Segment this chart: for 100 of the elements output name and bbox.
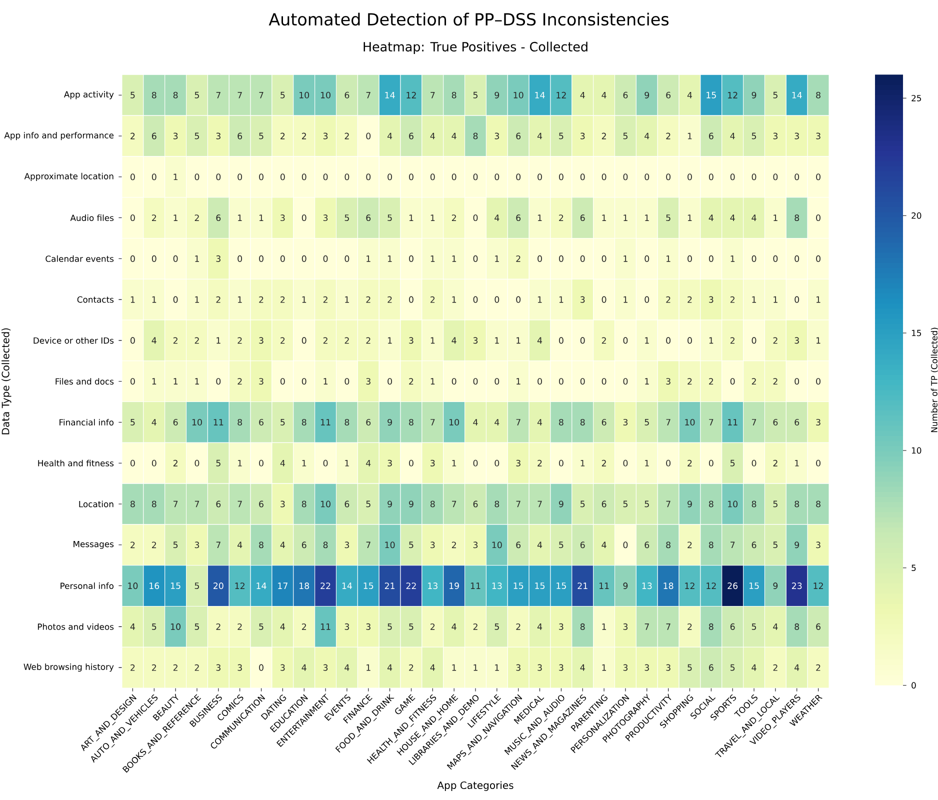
data-label: 12 — [728, 92, 738, 98]
data-label: 2 — [516, 255, 520, 262]
data-label: 3 — [623, 418, 628, 426]
y-tick-label: Audio files — [70, 214, 114, 222]
data-label: 8 — [816, 500, 820, 508]
data-label: 3 — [516, 460, 520, 466]
data-label: 3 — [323, 214, 328, 222]
data-label: 4 — [773, 624, 778, 630]
data-label: 0 — [388, 378, 392, 385]
data-label: 2 — [130, 132, 135, 140]
data-label: 3 — [216, 664, 220, 671]
data-label: 2 — [730, 337, 734, 344]
data-label: 3 — [816, 418, 820, 426]
data-label: 3 — [816, 542, 820, 548]
data-label: 1 — [452, 256, 456, 262]
data-label: 6 — [644, 542, 650, 548]
data-label: 0 — [259, 174, 264, 180]
data-label: 4 — [238, 542, 242, 548]
y-tick-label: Personal info — [60, 582, 114, 590]
data-label: 2 — [773, 664, 778, 671]
data-label: 13 — [428, 582, 438, 590]
data-label: 1 — [430, 378, 435, 384]
data-label: 4 — [452, 337, 456, 344]
data-label: 14 — [792, 92, 802, 98]
y-tick-label: App activity — [64, 91, 114, 100]
data-label: 1 — [195, 256, 199, 262]
data-label: 8 — [559, 418, 564, 426]
data-label: 6 — [602, 500, 606, 508]
data-label: 12 — [814, 582, 823, 589]
data-label: 7 — [259, 92, 264, 98]
data-label: 8 — [794, 500, 800, 508]
data-label: 0 — [708, 460, 714, 466]
data-label: 11 — [320, 624, 330, 630]
data-label: 5 — [194, 623, 199, 630]
data-label: 8 — [238, 418, 242, 426]
data-label: 4 — [794, 664, 800, 671]
data-label: 15 — [514, 582, 524, 590]
data-label: 1 — [538, 296, 542, 303]
data-label: 0 — [794, 255, 800, 262]
data-label: 1 — [495, 664, 499, 671]
data-label: 7 — [709, 419, 714, 426]
data-label: 0 — [366, 132, 371, 140]
data-label: 0 — [644, 296, 650, 303]
data-label: 4 — [130, 624, 135, 630]
data-label: 4 — [730, 214, 735, 221]
data-label: 8 — [344, 418, 350, 426]
data-label: 1 — [152, 296, 156, 303]
data-label: 8 — [580, 623, 585, 630]
data-label: 0 — [259, 255, 264, 262]
data-label: 6 — [302, 542, 306, 548]
data-label: 5 — [259, 623, 264, 630]
data-label: 2 — [773, 378, 778, 385]
data-label: 1 — [516, 378, 520, 384]
data-label: 0 — [730, 378, 735, 385]
data-label: 5 — [152, 623, 156, 630]
data-label: 5 — [194, 582, 199, 590]
data-label: 1 — [430, 256, 435, 262]
data-label: 2 — [344, 337, 349, 344]
data-label: 0 — [580, 378, 585, 385]
data-label: 0 — [323, 174, 328, 180]
data-label: 4 — [494, 419, 500, 426]
data-label: 0 — [708, 255, 714, 262]
data-label: 2 — [409, 664, 414, 671]
data-label: 0 — [773, 174, 778, 180]
data-label: 8 — [752, 500, 756, 508]
data-label: 0 — [302, 378, 306, 385]
data-label: 6 — [366, 418, 371, 426]
data-label: 2 — [688, 542, 692, 548]
data-label: 0 — [366, 174, 371, 180]
data-label: 3 — [623, 664, 628, 671]
data-label: 1 — [195, 378, 199, 384]
data-label: 2 — [344, 132, 349, 140]
data-label: 0 — [816, 174, 820, 180]
data-label: 15 — [170, 582, 180, 590]
data-label: 5 — [752, 132, 756, 140]
data-label: 2 — [666, 296, 670, 303]
data-label: 9 — [794, 542, 800, 548]
data-label: 1 — [559, 296, 564, 303]
data-label: 4 — [452, 624, 456, 630]
data-label: 1 — [602, 624, 606, 630]
data-label: 2 — [602, 460, 606, 466]
data-label: 18 — [300, 582, 310, 590]
data-label: 3 — [366, 378, 370, 385]
data-label: 0 — [344, 174, 350, 180]
data-label: 15 — [535, 582, 545, 590]
data-label: 5 — [773, 542, 778, 548]
data-label: 6 — [259, 418, 264, 426]
data-label: 2 — [688, 296, 692, 303]
data-label: 0 — [216, 378, 221, 385]
data-label: 1 — [774, 296, 778, 303]
data-label: 4 — [430, 664, 435, 671]
y-tick-label: Messages — [74, 540, 114, 549]
data-label: 8 — [794, 214, 800, 222]
data-label: 8 — [130, 500, 135, 508]
data-label: 2 — [152, 664, 156, 671]
data-label: 0 — [280, 378, 285, 385]
data-label: 12 — [406, 92, 416, 98]
data-label: 5 — [388, 214, 392, 222]
data-label: 11 — [599, 582, 609, 589]
data-label: 5 — [623, 132, 628, 140]
